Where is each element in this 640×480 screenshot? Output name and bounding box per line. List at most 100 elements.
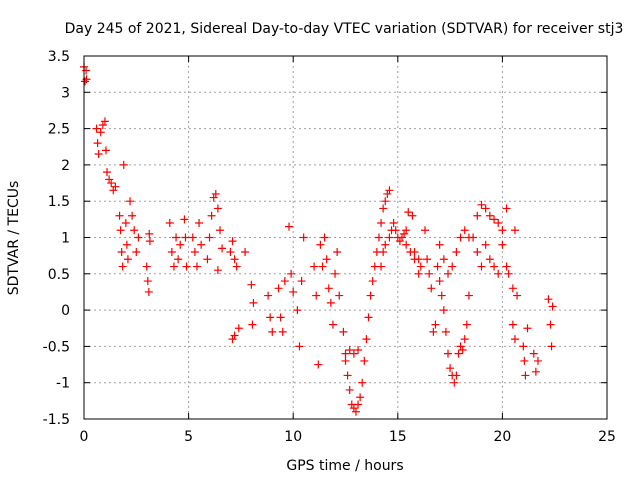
data-point (172, 233, 181, 242)
data-point (349, 349, 358, 358)
data-point (228, 335, 237, 344)
data-point (458, 346, 467, 355)
data-point (318, 262, 327, 271)
data-point (197, 240, 206, 249)
data-point (341, 349, 350, 358)
data-point (454, 349, 463, 358)
data-point (464, 291, 473, 300)
data-point (368, 277, 377, 286)
data-point (402, 240, 411, 249)
data-point (397, 233, 406, 242)
data-point (437, 291, 446, 300)
data-point (351, 407, 360, 416)
data-point (118, 262, 127, 271)
data-point (349, 404, 358, 413)
data-point (266, 313, 275, 322)
data-point (547, 342, 556, 351)
data-point (494, 218, 503, 227)
data-point (268, 327, 277, 336)
data-point (523, 324, 532, 333)
data-point (460, 335, 469, 344)
data-point (339, 327, 348, 336)
x-tick-label: 20 (493, 429, 511, 445)
data-point (109, 186, 118, 195)
data-point (439, 306, 448, 315)
data-point (324, 284, 333, 293)
data-point (213, 204, 222, 213)
data-point (205, 233, 214, 242)
data-point (354, 346, 363, 355)
data-point (211, 189, 220, 198)
data-point (360, 356, 369, 365)
y-tick-label: 0.5 (48, 267, 70, 283)
data-point (391, 226, 400, 235)
data-point (450, 378, 459, 387)
y-tick-label: 2.5 (48, 122, 70, 138)
data-point (115, 211, 124, 220)
data-point (416, 262, 425, 271)
data-point (209, 193, 218, 202)
data-point (494, 269, 503, 278)
data-point (92, 124, 101, 133)
data-point (379, 204, 388, 213)
data-point (529, 349, 538, 358)
data-point (473, 211, 482, 220)
data-point (333, 248, 342, 257)
data-point (485, 255, 494, 264)
data-point (433, 262, 442, 271)
data-point (473, 248, 482, 257)
data-point (207, 211, 216, 220)
x-tick-label: 5 (184, 429, 193, 445)
chart-title: Day 245 of 2021, Sidereal Day-to-day VTE… (65, 21, 624, 37)
data-point (510, 226, 519, 235)
data-point (126, 197, 135, 206)
data-point (452, 371, 461, 380)
data-point (280, 277, 289, 286)
data-point (508, 320, 517, 329)
data-point (423, 255, 432, 264)
data-point (322, 255, 331, 264)
data-point (98, 120, 107, 129)
data-point (358, 378, 367, 387)
data-point (366, 291, 375, 300)
data-point (111, 182, 120, 191)
data-point (408, 211, 417, 220)
data-point (533, 356, 542, 365)
x-tick-label: 15 (389, 429, 407, 445)
data-point (169, 262, 178, 271)
data-point (218, 244, 227, 253)
data-point (182, 262, 191, 271)
data-point (278, 327, 287, 336)
data-point (460, 226, 469, 235)
data-point (343, 371, 352, 380)
data-point (167, 248, 176, 257)
data-point (145, 237, 154, 246)
data-point (414, 255, 423, 264)
data-point (385, 186, 394, 195)
data-point (335, 291, 344, 300)
data-point (316, 240, 325, 249)
data-point (226, 248, 235, 257)
data-point (132, 248, 141, 257)
data-point (425, 269, 434, 278)
data-point (345, 346, 354, 355)
data-point (297, 277, 306, 286)
data-point (228, 237, 237, 246)
data-point (234, 324, 243, 333)
data-point (188, 233, 197, 242)
data-points (80, 62, 557, 416)
data-point (241, 248, 250, 257)
data-point (395, 237, 404, 246)
y-tick-label: 2 (61, 158, 70, 174)
data-point (203, 255, 212, 264)
data-point (192, 262, 201, 271)
data-point (287, 269, 296, 278)
data-point (101, 146, 110, 155)
data-point (105, 175, 114, 184)
data-point (134, 233, 143, 242)
data-point (249, 298, 258, 307)
data-point (181, 233, 190, 242)
data-point (377, 218, 386, 227)
data-point (176, 240, 185, 249)
